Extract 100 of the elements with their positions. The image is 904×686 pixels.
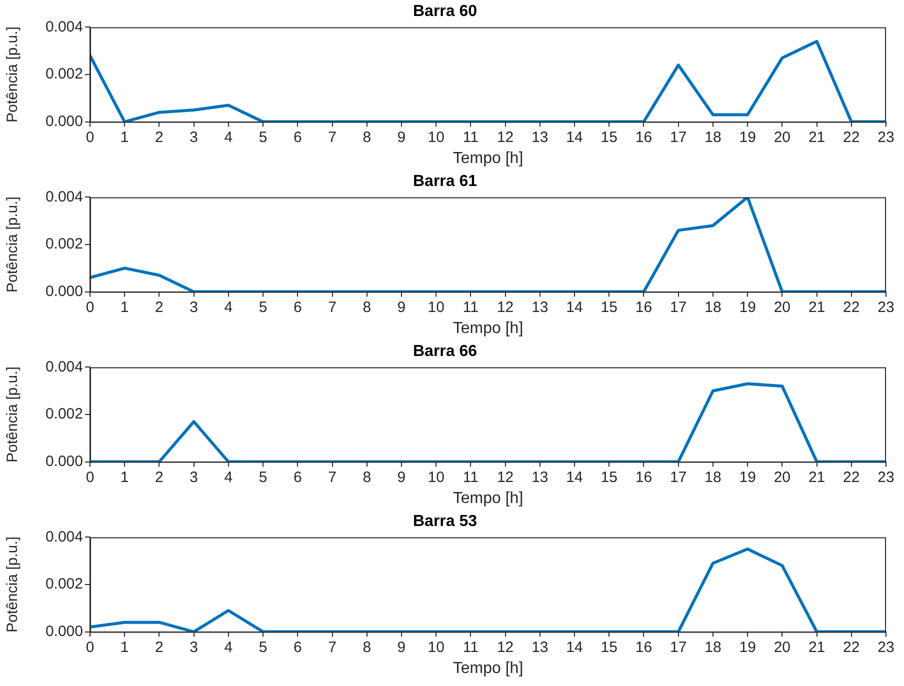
x-tick-label: 9 bbox=[397, 128, 406, 146]
x-tick-label: 19 bbox=[739, 638, 756, 656]
y-tick-label: 0.004 bbox=[45, 528, 83, 546]
x-tick-label: 21 bbox=[808, 468, 826, 486]
y-tick-label: 0.004 bbox=[45, 188, 83, 206]
x-tick-label: 22 bbox=[843, 128, 860, 146]
chart-title: Barra 66 bbox=[412, 343, 478, 360]
x-tick-label: 6 bbox=[293, 128, 302, 146]
x-tick-label: 1 bbox=[120, 638, 129, 656]
x-tick-label: 20 bbox=[774, 468, 791, 486]
x-tick-label: 14 bbox=[566, 468, 583, 486]
x-tick-label: 14 bbox=[566, 128, 583, 146]
x-tick-label: 21 bbox=[808, 638, 826, 656]
x-tick-label: 5 bbox=[258, 468, 268, 486]
x-axis-title: Tempo [h] bbox=[452, 660, 524, 677]
y-axis-title: Potência [p.u.] bbox=[4, 196, 22, 292]
x-tick-label: 17 bbox=[670, 468, 687, 486]
x-tick-label: 1 bbox=[120, 128, 129, 146]
x-tick-label: 14 bbox=[566, 638, 583, 656]
y-tick-label: 0.004 bbox=[45, 358, 83, 376]
x-tick-label: 23 bbox=[878, 128, 894, 146]
y-tick-label: 0.000 bbox=[45, 622, 83, 640]
chart-title: Barra 53 bbox=[412, 513, 478, 530]
x-tick-label: 10 bbox=[428, 468, 444, 486]
x-tick-label: 4 bbox=[224, 298, 233, 316]
y-tick-label: 0.004 bbox=[45, 18, 83, 36]
x-tick-label: 16 bbox=[635, 128, 652, 146]
x-tick-label: 8 bbox=[362, 128, 372, 146]
x-tick-label: 13 bbox=[532, 128, 548, 146]
x-tick-label: 6 bbox=[293, 638, 302, 656]
x-tick-label: 2 bbox=[155, 638, 164, 656]
x-tick-label: 8 bbox=[362, 298, 372, 316]
x-tick-label: 17 bbox=[670, 298, 687, 316]
x-tick-label: 3 bbox=[190, 468, 198, 486]
x-tick-label: 20 bbox=[774, 298, 791, 316]
x-tick-label: 14 bbox=[566, 298, 583, 316]
x-tick-label: 3 bbox=[190, 298, 198, 316]
x-tick-label: 20 bbox=[774, 128, 791, 146]
x-tick-label: 7 bbox=[328, 638, 336, 656]
x-tick-label: 15 bbox=[600, 468, 618, 486]
x-tick-label: 1 bbox=[120, 468, 129, 486]
x-tick-label: 12 bbox=[496, 128, 514, 146]
x-tick-label: 12 bbox=[496, 468, 514, 486]
x-tick-label: 6 bbox=[293, 468, 302, 486]
x-tick-label: 19 bbox=[739, 468, 756, 486]
y-tick-label: 0.000 bbox=[45, 282, 83, 300]
x-tick-label: 18 bbox=[704, 298, 722, 316]
x-tick-label: 21 bbox=[808, 298, 826, 316]
x-tick-label: 1 bbox=[120, 298, 129, 316]
x-tick-label: 15 bbox=[600, 128, 618, 146]
x-tick-label: 22 bbox=[843, 468, 860, 486]
y-tick-label: 0.000 bbox=[45, 112, 83, 130]
x-tick-label: 9 bbox=[397, 638, 406, 656]
x-tick-label: 17 bbox=[670, 638, 687, 656]
x-tick-label: 10 bbox=[428, 298, 444, 316]
x-tick-label: 11 bbox=[462, 468, 478, 486]
x-tick-label: 16 bbox=[635, 638, 652, 656]
x-tick-label: 13 bbox=[532, 298, 548, 316]
x-tick-label: 3 bbox=[190, 638, 198, 656]
x-tick-label: 12 bbox=[496, 638, 514, 656]
x-tick-label: 11 bbox=[462, 128, 478, 146]
y-tick-label: 0.002 bbox=[45, 236, 83, 253]
x-tick-label: 16 bbox=[635, 468, 652, 486]
x-tick-label: 23 bbox=[878, 298, 894, 316]
y-tick-label: 0.000 bbox=[45, 452, 83, 470]
x-tick-label: 15 bbox=[600, 638, 618, 656]
x-tick-label: 13 bbox=[532, 468, 548, 486]
x-tick-label: 7 bbox=[328, 468, 336, 486]
x-tick-label: 18 bbox=[704, 128, 722, 146]
x-tick-label: 5 bbox=[258, 638, 268, 656]
x-tick-label: 23 bbox=[878, 468, 894, 486]
x-tick-label: 23 bbox=[878, 638, 894, 656]
x-tick-label: 11 bbox=[462, 638, 478, 656]
x-tick-label: 8 bbox=[362, 468, 372, 486]
y-axis-title: Potência [p.u.] bbox=[4, 366, 22, 462]
x-tick-label: 4 bbox=[224, 128, 233, 146]
x-tick-label: 22 bbox=[843, 298, 860, 316]
x-tick-label: 3 bbox=[190, 128, 198, 146]
y-tick-label: 0.002 bbox=[45, 66, 83, 83]
x-tick-label: 15 bbox=[600, 298, 618, 316]
y-tick-label: 0.002 bbox=[45, 406, 83, 423]
y-axis-title: Potência [p.u.] bbox=[4, 536, 22, 632]
x-tick-label: 10 bbox=[428, 128, 444, 146]
x-tick-label: 7 bbox=[328, 128, 336, 146]
x-tick-label: 19 bbox=[739, 128, 756, 146]
x-tick-label: 9 bbox=[397, 468, 406, 486]
x-tick-label: 16 bbox=[635, 298, 652, 316]
x-tick-label: 13 bbox=[532, 638, 548, 656]
x-tick-label: 2 bbox=[155, 128, 164, 146]
x-tick-label: 20 bbox=[774, 638, 791, 656]
x-tick-label: 4 bbox=[224, 638, 233, 656]
x-tick-label: 5 bbox=[258, 298, 268, 316]
x-axis-title: Tempo [h] bbox=[452, 490, 524, 507]
x-tick-label: 5 bbox=[258, 128, 268, 146]
x-tick-label: 0 bbox=[86, 298, 94, 316]
x-tick-label: 12 bbox=[496, 298, 514, 316]
chart-title: Barra 60 bbox=[412, 3, 478, 20]
x-tick-label: 2 bbox=[155, 298, 164, 316]
x-axis-title: Tempo [h] bbox=[452, 150, 524, 167]
x-tick-label: 18 bbox=[704, 468, 722, 486]
